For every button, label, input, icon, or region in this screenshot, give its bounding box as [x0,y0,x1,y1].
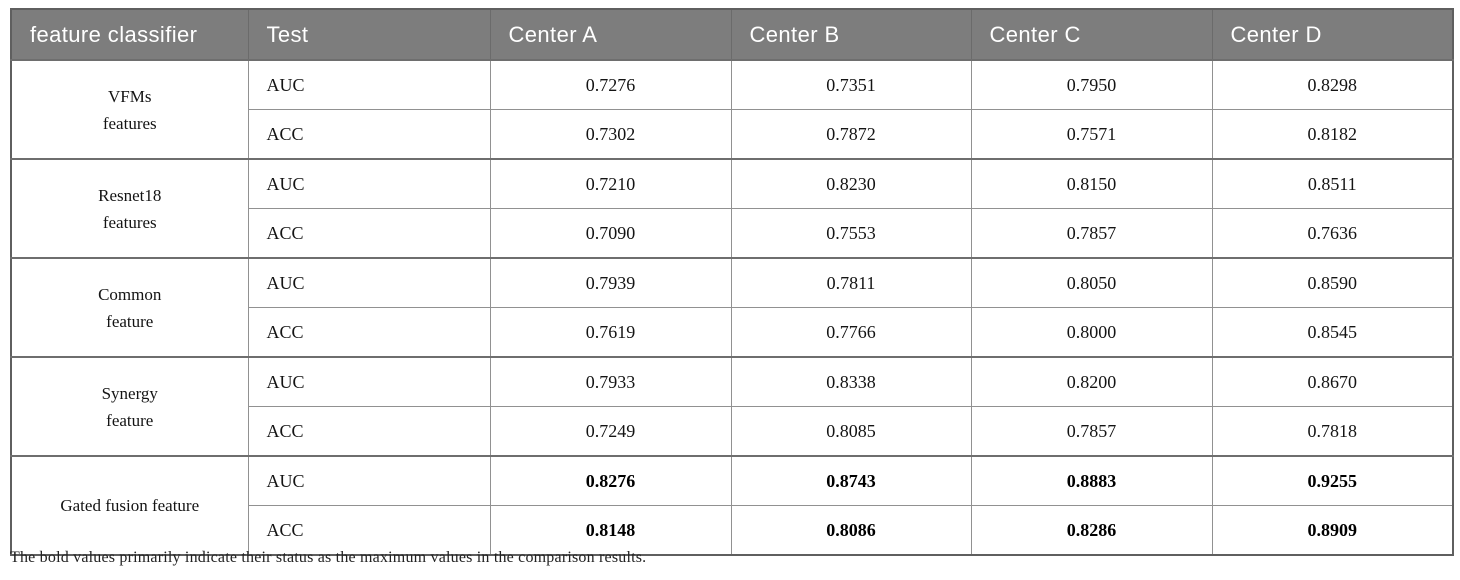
col-header-center-b: Center B [730,8,972,61]
test-label-cell: ACC [247,505,491,556]
value-cell: 0.7553 [730,208,972,259]
value-cell: 0.8150 [970,158,1213,209]
value-cell: 0.8200 [970,356,1213,407]
table-row: ACC 0.8148 0.8086 0.8286 0.8909 [11,505,1454,556]
value-cell: 0.7210 [489,158,732,209]
value-cell: 0.7950 [970,59,1213,110]
feature-line: features [102,212,157,232]
test-label-cell: AUC [247,59,491,110]
feature-cell-resnet18: Resnet18 features [10,158,249,259]
feature-line: Common [98,284,162,304]
table-row: ACC 0.7619 0.7766 0.8000 0.8545 [11,307,1454,358]
results-table: feature classifier Test Center A Center … [10,8,1454,556]
value-cell: 0.8230 [730,158,972,209]
table-row: Common feature AUC 0.7939 0.7811 0.8050 … [10,257,1454,358]
value-cell: 0.8909 [1211,505,1454,556]
feature-line: features [102,113,157,133]
value-cell: 0.7276 [489,59,732,110]
test-label-cell: ACC [247,307,491,358]
value-cell: 0.8085 [730,406,972,457]
col-header-center-c: Center C [970,8,1213,61]
value-cell: 0.8276 [489,455,732,506]
test-label-cell: AUC [247,158,491,209]
value-cell: 0.7811 [730,257,972,308]
value-cell: 0.7351 [730,59,972,110]
value-cell: 0.8286 [970,505,1213,556]
value-cell: 0.8182 [1211,109,1454,160]
test-label-cell: ACC [247,208,491,259]
value-cell: 0.8545 [1211,307,1454,358]
value-cell: 0.9255 [1211,455,1454,506]
table-row: VFMs features AUC 0.7276 0.7351 0.7950 0… [10,59,1454,160]
feature-cell-synergy: Synergy feature [10,356,249,457]
test-label-cell: AUC [247,356,491,407]
table-row: ACC 0.7302 0.7872 0.7571 0.8182 [11,109,1454,160]
test-label-cell: ACC [247,406,491,457]
value-cell: 0.8086 [730,505,972,556]
value-cell: 0.7872 [730,109,972,160]
value-cell: 0.8590 [1211,257,1454,308]
feature-line: VFMs [108,86,152,106]
feature-line: Synergy [101,383,158,403]
value-cell: 0.7857 [970,208,1213,259]
value-cell: 0.7090 [489,208,732,259]
value-cell: 0.8298 [1211,59,1454,110]
table-row: Resnet18 features AUC 0.7210 0.8230 0.81… [10,158,1454,259]
test-label-cell: AUC [247,257,491,308]
value-cell: 0.8000 [970,307,1213,358]
value-cell: 0.8743 [730,455,972,506]
col-header-center-a: Center A [489,8,732,61]
feature-line: feature [106,311,154,331]
value-cell: 0.7857 [970,406,1213,457]
header-row: feature classifier Test Center A Center … [10,8,1454,61]
feature-cell-gated-fusion: Gated fusion feature [10,455,249,556]
test-label-cell: AUC [247,455,491,506]
col-header-feature-classifier: feature classifier [10,8,249,61]
value-cell: 0.8148 [489,505,732,556]
value-cell: 0.7939 [489,257,732,308]
value-cell: 0.7571 [970,109,1213,160]
test-label-cell: ACC [247,109,491,160]
value-cell: 0.7933 [489,356,732,407]
value-cell: 0.8050 [970,257,1213,308]
col-header-center-d: Center D [1211,8,1454,61]
feature-cell-vfms: VFMs features [10,59,249,160]
feature-cell-common: Common feature [10,257,249,358]
table-row: Synergy feature AUC 0.7933 0.8338 0.8200… [10,356,1454,457]
col-header-test: Test [247,8,491,61]
value-cell: 0.7818 [1211,406,1454,457]
value-cell: 0.7619 [489,307,732,358]
table-row: Gated fusion feature AUC 0.8276 0.8743 0… [10,455,1454,556]
feature-line: Resnet18 [98,185,162,205]
value-cell: 0.8883 [970,455,1213,506]
value-cell: 0.7636 [1211,208,1454,259]
table-row: ACC 0.7090 0.7553 0.7857 0.7636 [11,208,1454,259]
value-cell: 0.7302 [489,109,732,160]
value-cell: 0.7766 [730,307,972,358]
value-cell: 0.8338 [730,356,972,407]
value-cell: 0.8670 [1211,356,1454,407]
value-cell: 0.8511 [1211,158,1454,209]
feature-line: Gated fusion feature [60,496,200,515]
results-table-container: feature classifier Test Center A Center … [10,8,1454,556]
value-cell: 0.7249 [489,406,732,457]
table-footnote: The bold values primarily indicate their… [10,549,647,566]
table-row: ACC 0.7249 0.8085 0.7857 0.7818 [11,406,1454,457]
feature-line: feature [106,410,154,430]
